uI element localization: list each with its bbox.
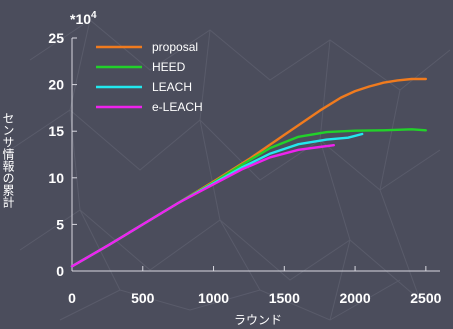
- y-tick-label: 10: [48, 170, 64, 186]
- y-multiplier-exponent: 4: [91, 10, 97, 21]
- series-line-e-leach: [70, 144, 335, 268]
- x-tick-label: 2500: [410, 290, 441, 306]
- x-axis-label: ラウンド: [234, 313, 282, 327]
- y-tick-label: 20: [48, 77, 64, 93]
- y-tick-label: 25: [48, 30, 64, 46]
- legend-label-e-leach: e-LEACH: [152, 100, 203, 114]
- legend: proposal HEED LEACH e-LEACH: [96, 40, 203, 114]
- y-axis-label: センサ情報の累計: [1, 112, 15, 208]
- x-tick-label: 500: [131, 290, 155, 306]
- y-multiplier: *104: [70, 10, 97, 27]
- y-tick-label: 15: [48, 123, 64, 139]
- series-layer: [70, 77, 427, 268]
- y-multiplier-base: *10: [70, 11, 91, 27]
- x-tick-label: 1000: [198, 290, 229, 306]
- legend-label-heed: HEED: [152, 60, 186, 74]
- legend-label-proposal: proposal: [152, 40, 198, 54]
- y-tick-label: 0: [56, 263, 64, 279]
- axes: 0 5 10 15 20 25 0 500 1000 1500 2000 2500: [48, 30, 441, 306]
- x-tick-label: 0: [68, 290, 76, 306]
- legend-label-leach: LEACH: [152, 80, 192, 94]
- x-tick-label: 2000: [339, 290, 370, 306]
- background-network-pattern: [9, 19, 451, 321]
- y-tick-label: 5: [56, 216, 64, 232]
- x-tick-label: 1500: [269, 290, 300, 306]
